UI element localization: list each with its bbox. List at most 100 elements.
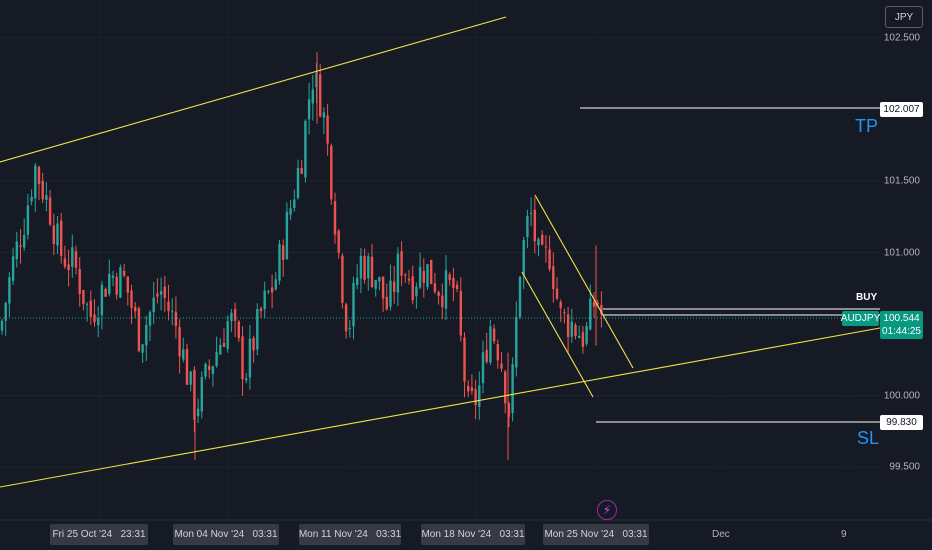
candle-body <box>278 244 281 281</box>
candle-body <box>41 180 44 200</box>
candle-body <box>407 278 411 281</box>
candle-body <box>393 281 396 292</box>
candle-body <box>230 312 233 322</box>
candle-body <box>52 225 55 245</box>
currency-button[interactable]: JPY <box>885 6 923 28</box>
candle-body <box>19 245 22 248</box>
candle-body <box>178 327 181 357</box>
candle-body <box>226 321 229 349</box>
candle-body <box>444 270 448 309</box>
candle-body <box>470 387 474 392</box>
candle-body <box>237 321 240 339</box>
candle-body <box>452 277 455 289</box>
candle-body <box>478 385 481 407</box>
candle-body <box>330 145 333 200</box>
candle-body <box>156 293 159 297</box>
candle-body <box>111 275 115 278</box>
candle-body <box>481 352 485 384</box>
candle-body <box>415 286 418 297</box>
candle-body <box>529 212 533 214</box>
bar-countdown: 01:44:25 <box>882 326 921 337</box>
candle-body <box>104 288 107 297</box>
candle-body <box>296 168 300 199</box>
candle-body <box>219 344 222 355</box>
candle-body <box>566 314 570 337</box>
candle-body <box>511 364 514 413</box>
lightning-event-icon[interactable]: ⚡ <box>597 500 617 520</box>
candle-body <box>333 201 337 235</box>
candle-body <box>596 302 599 305</box>
candle-body <box>374 279 377 289</box>
x-axis-label: Dec <box>712 529 730 540</box>
candle-body <box>378 277 381 282</box>
candle-body <box>552 266 555 289</box>
channel-upper-trendline <box>0 16 507 163</box>
candle-body <box>455 284 459 290</box>
x-axis-label: Mon 11 Nov '24 03:31 <box>299 524 401 545</box>
candle-body <box>26 205 30 235</box>
candle-body <box>500 363 503 369</box>
candle-body <box>348 327 351 329</box>
candle-body <box>548 249 551 270</box>
candle-body <box>326 115 329 144</box>
candle-body <box>141 344 144 353</box>
current-price-value: 100.544 <box>883 313 920 324</box>
candle-body <box>60 220 63 257</box>
candle-body <box>448 274 451 281</box>
candle-body <box>204 363 207 377</box>
candle-body <box>89 300 92 317</box>
candle-body <box>215 352 218 366</box>
candle-body <box>134 306 137 312</box>
candle-body <box>259 308 263 312</box>
candle-body <box>48 197 52 225</box>
candle-body <box>30 196 33 202</box>
candle-body <box>289 208 292 215</box>
candle-body <box>504 371 507 404</box>
candle-body <box>23 235 26 248</box>
wedge-lower-trendline <box>521 271 594 398</box>
candle-body <box>256 309 259 350</box>
candle-body <box>381 276 385 299</box>
candle-body <box>189 371 192 385</box>
candle-body <box>492 328 496 342</box>
chart-grid <box>0 0 880 520</box>
candle-body <box>537 239 540 246</box>
candle-body <box>533 209 536 242</box>
candle-body <box>56 223 59 246</box>
candle-body <box>544 246 548 248</box>
tp-price-label: 102.007 <box>880 102 923 117</box>
x-axis-label: 9 <box>841 529 847 540</box>
candle-body <box>356 277 359 285</box>
candle-body <box>4 302 7 321</box>
candle-body <box>581 332 585 347</box>
candle-body <box>363 255 366 280</box>
candle-body <box>248 338 252 378</box>
candle-body <box>37 166 41 185</box>
candle-body <box>400 251 403 276</box>
candle-body <box>522 240 525 276</box>
candle-body <box>185 349 189 385</box>
x-axis-label: Mon 04 Nov '24 03:31 <box>173 524 279 545</box>
candle-body <box>233 309 237 321</box>
candle-body <box>241 336 244 380</box>
y-axis-label: 101.500 <box>883 175 920 187</box>
candle-body <box>34 165 37 199</box>
x-axis-label: Mon 25 Nov '24 03:31 <box>543 524 649 545</box>
candle-body <box>433 283 437 292</box>
sl-price-label: 99.830 <box>880 415 923 430</box>
candle-body <box>489 326 492 363</box>
candle-body <box>252 337 255 351</box>
candle-body <box>404 274 407 276</box>
candle-body <box>174 311 178 327</box>
candle-body <box>285 211 289 260</box>
candlestick-series <box>0 52 603 460</box>
candle-body <box>152 297 155 313</box>
candle-body <box>130 290 133 308</box>
candle-body <box>600 305 603 315</box>
candle-body <box>78 268 81 294</box>
y-axis-label: 102.500 <box>883 32 920 44</box>
candle-body <box>15 241 18 260</box>
candle-body <box>496 344 499 361</box>
candle-body <box>82 289 85 305</box>
